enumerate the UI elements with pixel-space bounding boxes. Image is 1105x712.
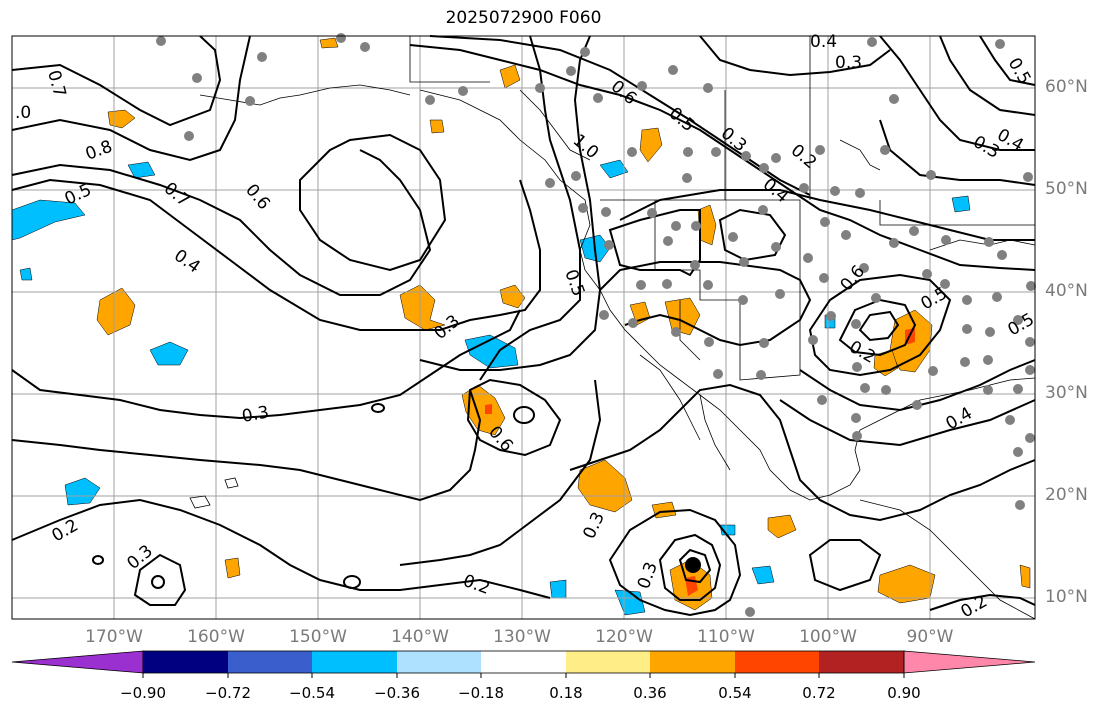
- orange-blob: [429, 119, 445, 134]
- colorbar-outline: [142, 650, 905, 674]
- orange-blob: [399, 284, 446, 331]
- colorbar-segment: [312, 651, 397, 673]
- coastlines: [189, 36, 1036, 620]
- orange-blob: [224, 557, 241, 579]
- colorbar-segment: [819, 651, 904, 673]
- colorbar-segment: [397, 651, 481, 673]
- colorbar-arrow-low: [11, 650, 144, 674]
- orange-blob: [1019, 564, 1031, 589]
- colorbar-arrow-high: [903, 650, 1036, 674]
- colorbar-tick-label: 0.18: [549, 684, 583, 702]
- lon-label: 140°W: [391, 627, 449, 647]
- colorbar-segment: [566, 651, 650, 673]
- blue-blob: [19, 267, 33, 281]
- colorbar-tick-label: 0.90: [887, 684, 921, 702]
- colorbar-segment: [228, 651, 312, 673]
- colorbar-tick-label: −0.36: [374, 684, 420, 702]
- blue-blob: [149, 341, 189, 366]
- colorbar-segment: [481, 651, 566, 673]
- map-title: 2025072900 F060: [445, 8, 602, 28]
- contour-label: .0: [15, 103, 31, 123]
- colorbar-tick-label: 0.72: [802, 684, 836, 702]
- blue-blob: [751, 565, 775, 585]
- orange-blob: [319, 37, 339, 49]
- colorbar-tick-label: −0.72: [205, 684, 251, 702]
- blue-blob: [599, 159, 629, 179]
- lon-label: 150°W: [289, 627, 347, 647]
- orange-blob: [107, 109, 136, 129]
- lat-label: 10°N: [1045, 587, 1088, 607]
- contour-label: 0.4: [810, 32, 837, 52]
- blue-blob: [11, 199, 86, 241]
- lon-label: 100°W: [799, 627, 857, 647]
- colorbar-tick-label: 0.36: [633, 684, 667, 702]
- orange-blob: [767, 514, 797, 539]
- lon-label: 130°W: [493, 627, 551, 647]
- small-contours: [92, 403, 535, 589]
- colorbar-tick-label: −0.54: [289, 684, 335, 702]
- lat-label: 20°N: [1045, 485, 1088, 505]
- station-dots: [156, 33, 1036, 617]
- lat-label: 30°N: [1045, 383, 1088, 403]
- colorbar-tick-label: −0.90: [120, 684, 166, 702]
- blue-blob: [127, 161, 156, 179]
- lon-label: 160°W: [187, 627, 245, 647]
- blue-blob: [549, 579, 567, 599]
- map-frame: [11, 35, 1036, 620]
- lon-label: 90°W: [906, 627, 954, 647]
- blue-blob: [464, 334, 519, 369]
- contour-label: 0.3: [835, 53, 862, 73]
- colorbar-tick-label: −0.18: [458, 684, 504, 702]
- lat-label: 60°N: [1045, 77, 1088, 97]
- blue-blob: [951, 195, 971, 213]
- colorbar-segment: [143, 651, 228, 673]
- lat-label: 40°N: [1045, 281, 1088, 301]
- contour-label: 0.3: [240, 403, 270, 427]
- colorbar-segment: [735, 651, 819, 673]
- lat-label: 50°N: [1045, 179, 1088, 199]
- colorbar-tick-label: 0.54: [718, 684, 752, 702]
- storm-center-marker: [685, 557, 701, 573]
- map-area: [12, 36, 1035, 619]
- orange-blob: [639, 127, 663, 163]
- lon-label: 120°W: [595, 627, 653, 647]
- red-core: [485, 404, 492, 414]
- lon-label: 170°W: [85, 627, 143, 647]
- orange-blob: [499, 64, 521, 89]
- colorbar-segment: [650, 651, 735, 673]
- orange-blob: [96, 287, 136, 336]
- blue-blob: [614, 589, 646, 616]
- lon-label: 110°W: [697, 627, 755, 647]
- graticule: [12, 36, 1035, 619]
- colorbar: [11, 650, 1036, 678]
